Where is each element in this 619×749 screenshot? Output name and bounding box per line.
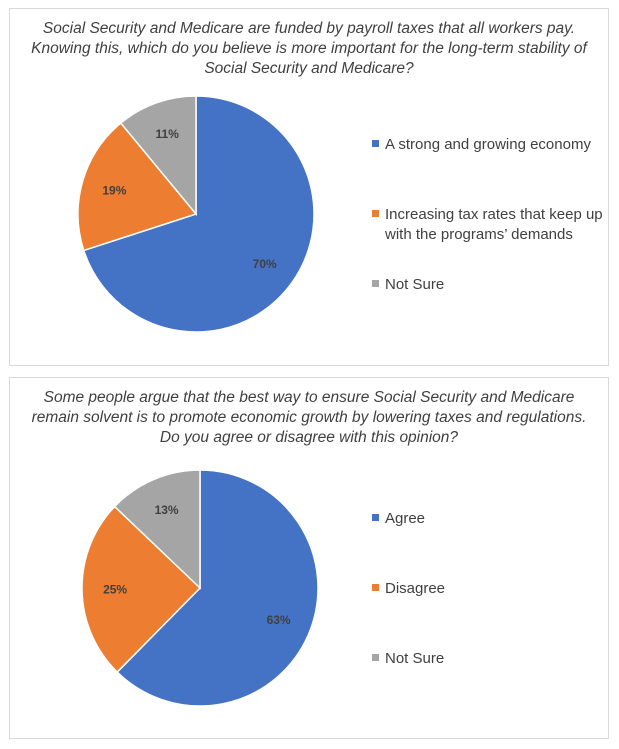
data-label: 13%: [155, 503, 179, 517]
pie-slice-not-sure: [119, 95, 197, 217]
legend-label: Agree: [385, 510, 426, 527]
pie-slice-increasing-tax-rates-that-keep: [77, 122, 198, 252]
data-label: 19%: [102, 183, 126, 197]
chart-panel-1: Social Security and Medicare are funded …: [9, 8, 609, 366]
data-label: 25%: [103, 582, 127, 596]
legend-swatch: [372, 514, 379, 521]
pie-chart: 63% 25% 13%: [81, 469, 319, 707]
legend-swatch: [372, 654, 379, 661]
legend-swatch: [372, 210, 379, 217]
chart-title: Some people argue that the best way to e…: [31, 389, 587, 446]
pie-slice-disagree: [81, 505, 202, 674]
legend-label: A strong and growing economy: [385, 136, 591, 153]
data-label: 11%: [156, 127, 180, 141]
chart-panel-2: Some people argue that the best way to e…: [9, 377, 609, 739]
legend-label: Increasing tax rates that keep up with t…: [385, 206, 603, 243]
pie-chart: 70% 19% 11%: [77, 95, 315, 333]
legend-label: Disagree: [385, 580, 446, 597]
data-label: 70%: [253, 257, 277, 271]
data-label: 63%: [267, 613, 291, 627]
pie-slice-not-sure: [113, 469, 201, 590]
legend-swatch: [372, 280, 379, 287]
legend-swatch: [372, 584, 379, 591]
legend-label: Not Sure: [385, 276, 445, 293]
pie-slice-a-strong-and-growing-economy: [82, 95, 315, 333]
chart-title: Social Security and Medicare are funded …: [31, 20, 587, 77]
legend-swatch: [372, 140, 379, 147]
legend-label: Not Sure: [385, 650, 445, 667]
pie-slice-agree: [116, 469, 319, 707]
